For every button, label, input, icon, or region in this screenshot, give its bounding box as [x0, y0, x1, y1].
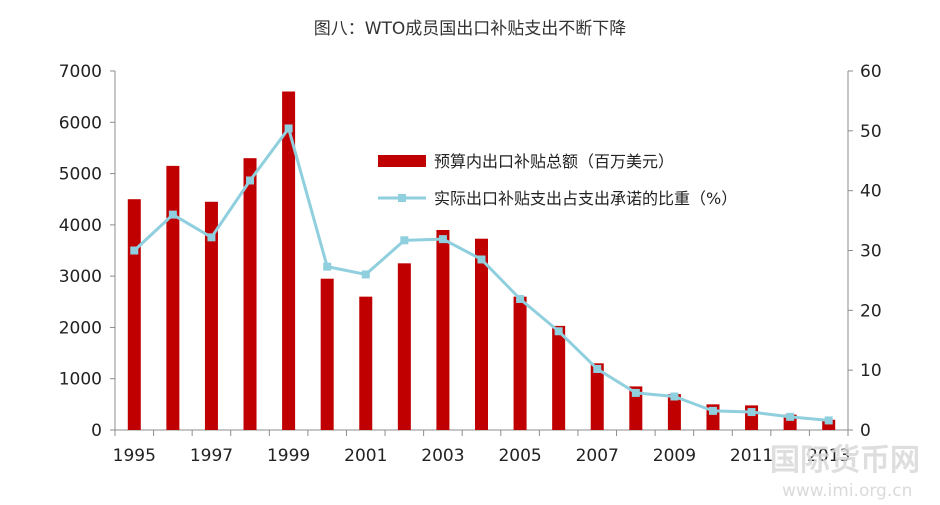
line-marker — [284, 124, 293, 133]
line-marker — [786, 412, 795, 421]
y-right-tick-label: 40 — [860, 182, 882, 202]
bar — [243, 158, 257, 430]
y-right-tick-label: 60 — [860, 62, 882, 82]
line-marker — [323, 262, 332, 271]
y-left-tick-label: 5000 — [59, 165, 102, 185]
bar — [397, 263, 411, 430]
line-marker — [516, 294, 525, 303]
bar — [436, 229, 450, 430]
x-tick-label: 2007 — [576, 446, 619, 466]
line-group — [130, 124, 833, 425]
chart-title: 图八：WTO成员国出口补贴支出不断下降 — [313, 19, 627, 39]
y-right-tick-label: 30 — [860, 242, 882, 262]
x-tick-label: 2011 — [730, 446, 773, 466]
legend-label-bar: 预算内出口补贴总额（百万美元） — [434, 152, 674, 171]
watermark-text-url: www.imi.org.cn — [782, 481, 912, 501]
line-marker — [631, 388, 640, 397]
y-right-tick-label: 0 — [860, 421, 871, 441]
bar — [590, 363, 604, 430]
y-left-tick-label: 2000 — [59, 318, 102, 338]
x-tick-label: 2013 — [807, 446, 850, 466]
x-tick-label: 1999 — [267, 446, 310, 466]
line-marker — [670, 392, 679, 401]
watermark: 国际货币网 www.imi.org.cn — [770, 443, 920, 501]
line-marker — [361, 270, 370, 279]
legend-swatch-marker — [398, 194, 406, 202]
y-left-tick-label: 6000 — [59, 113, 102, 133]
line-marker — [747, 408, 756, 417]
y-left-tick-label: 3000 — [59, 267, 102, 287]
legend-swatch-bar — [378, 155, 426, 167]
y-left-tick-label: 1000 — [59, 370, 102, 390]
y-right-tick-label: 10 — [860, 361, 882, 381]
bar — [359, 296, 373, 430]
bar — [320, 278, 334, 430]
bar — [204, 201, 218, 430]
line-marker — [168, 210, 177, 219]
x-tick-label: 2005 — [498, 446, 541, 466]
legend: 预算内出口补贴总额（百万美元） 实际出口补贴支出占支出承诺的比重（%） — [378, 152, 737, 208]
bar — [475, 238, 488, 430]
x-tick-label: 2003 — [421, 446, 464, 466]
legend-label-line: 实际出口补贴支出占支出承诺的比重（%） — [434, 189, 737, 208]
line-marker — [246, 176, 255, 185]
line-marker — [130, 246, 139, 255]
line-marker — [708, 406, 717, 415]
y-left-tick-label: 4000 — [59, 216, 102, 236]
y-right-tick-label: 20 — [860, 301, 882, 321]
bar — [667, 394, 681, 430]
axes-group: 0 1000 2000 3000 4000 5000 6000 7000 0 10 20 30 40 50… — [59, 62, 882, 466]
line-marker — [824, 416, 833, 425]
line-marker — [477, 255, 486, 264]
y-left-tick-label: 7000 — [59, 62, 102, 82]
line-marker — [593, 364, 602, 373]
bar — [552, 325, 566, 430]
line-marker — [554, 327, 563, 336]
line-marker — [400, 236, 409, 245]
bar — [166, 165, 180, 430]
line-marker — [438, 235, 447, 244]
line-marker — [207, 233, 216, 242]
bars-group — [127, 91, 836, 430]
x-tick-label: 2009 — [653, 446, 696, 466]
watermark-text-cn: 国际货币网 — [770, 443, 920, 478]
bar — [282, 91, 296, 430]
bar — [513, 296, 527, 430]
bar — [822, 419, 836, 430]
x-tick-label: 1997 — [190, 446, 233, 466]
x-tick-label: 2001 — [344, 446, 387, 466]
x-tick-label: 1995 — [113, 446, 156, 466]
bar — [127, 199, 141, 430]
y-left-tick-label: 0 — [91, 421, 102, 441]
bar — [629, 386, 643, 430]
y-right-tick-label: 50 — [860, 122, 882, 142]
